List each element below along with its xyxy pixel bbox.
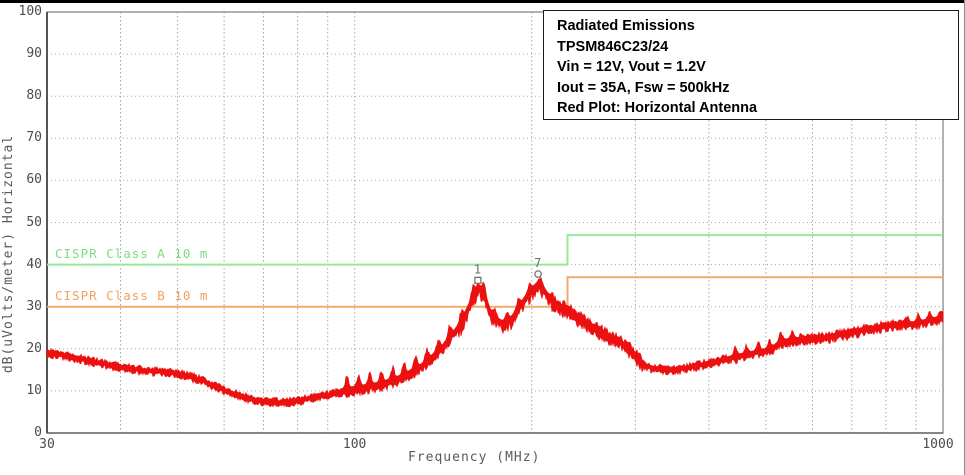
- y-tick-label: 90: [26, 46, 42, 62]
- image-border-top: [0, 0, 965, 3]
- cispr-class-a-label: CISPR Class A 10 m: [55, 245, 209, 261]
- y-axis-title: dB(uVolts/meter) Horizontal: [1, 134, 16, 374]
- y-tick-label: 80: [26, 88, 42, 104]
- annotation-line: Vin = 12V, Vout = 1.2V: [557, 59, 706, 75]
- cispr-class-b-label: CISPR Class B 10 m: [55, 287, 209, 303]
- annotation-line: TPSM846C23/24: [557, 38, 669, 55]
- y-tick-label: 40: [26, 256, 42, 272]
- x-tick-label: 100: [342, 437, 367, 452]
- annotation-line: Iout = 35A, Fsw = 500kHz: [557, 79, 730, 96]
- annotation-line: Red Plot: Horizontal Antenna: [557, 100, 758, 116]
- annotation-box: Radiated Emissions TPSM846C23/24 Vin = 12V…: [543, 10, 959, 120]
- y-tick-label: 100: [18, 4, 42, 19]
- peak-marker-label: 7: [534, 256, 541, 270]
- x-tick-label: 30: [39, 437, 55, 452]
- x-axis-title: Frequency (MHz): [408, 450, 541, 465]
- annotation-line: Radiated Emissions: [557, 18, 695, 34]
- peak-marker-label: 1: [474, 262, 481, 276]
- y-tick-label: 60: [26, 172, 42, 188]
- y-tick-label: 30: [26, 298, 42, 314]
- y-tick-label: 20: [26, 340, 42, 356]
- y-tick-label: 50: [26, 214, 42, 230]
- y-tick-label: 10: [26, 382, 42, 398]
- y-tick-label: 70: [26, 130, 42, 146]
- y-tick-label: 0: [34, 425, 42, 440]
- x-tick-label: 1000: [922, 437, 954, 452]
